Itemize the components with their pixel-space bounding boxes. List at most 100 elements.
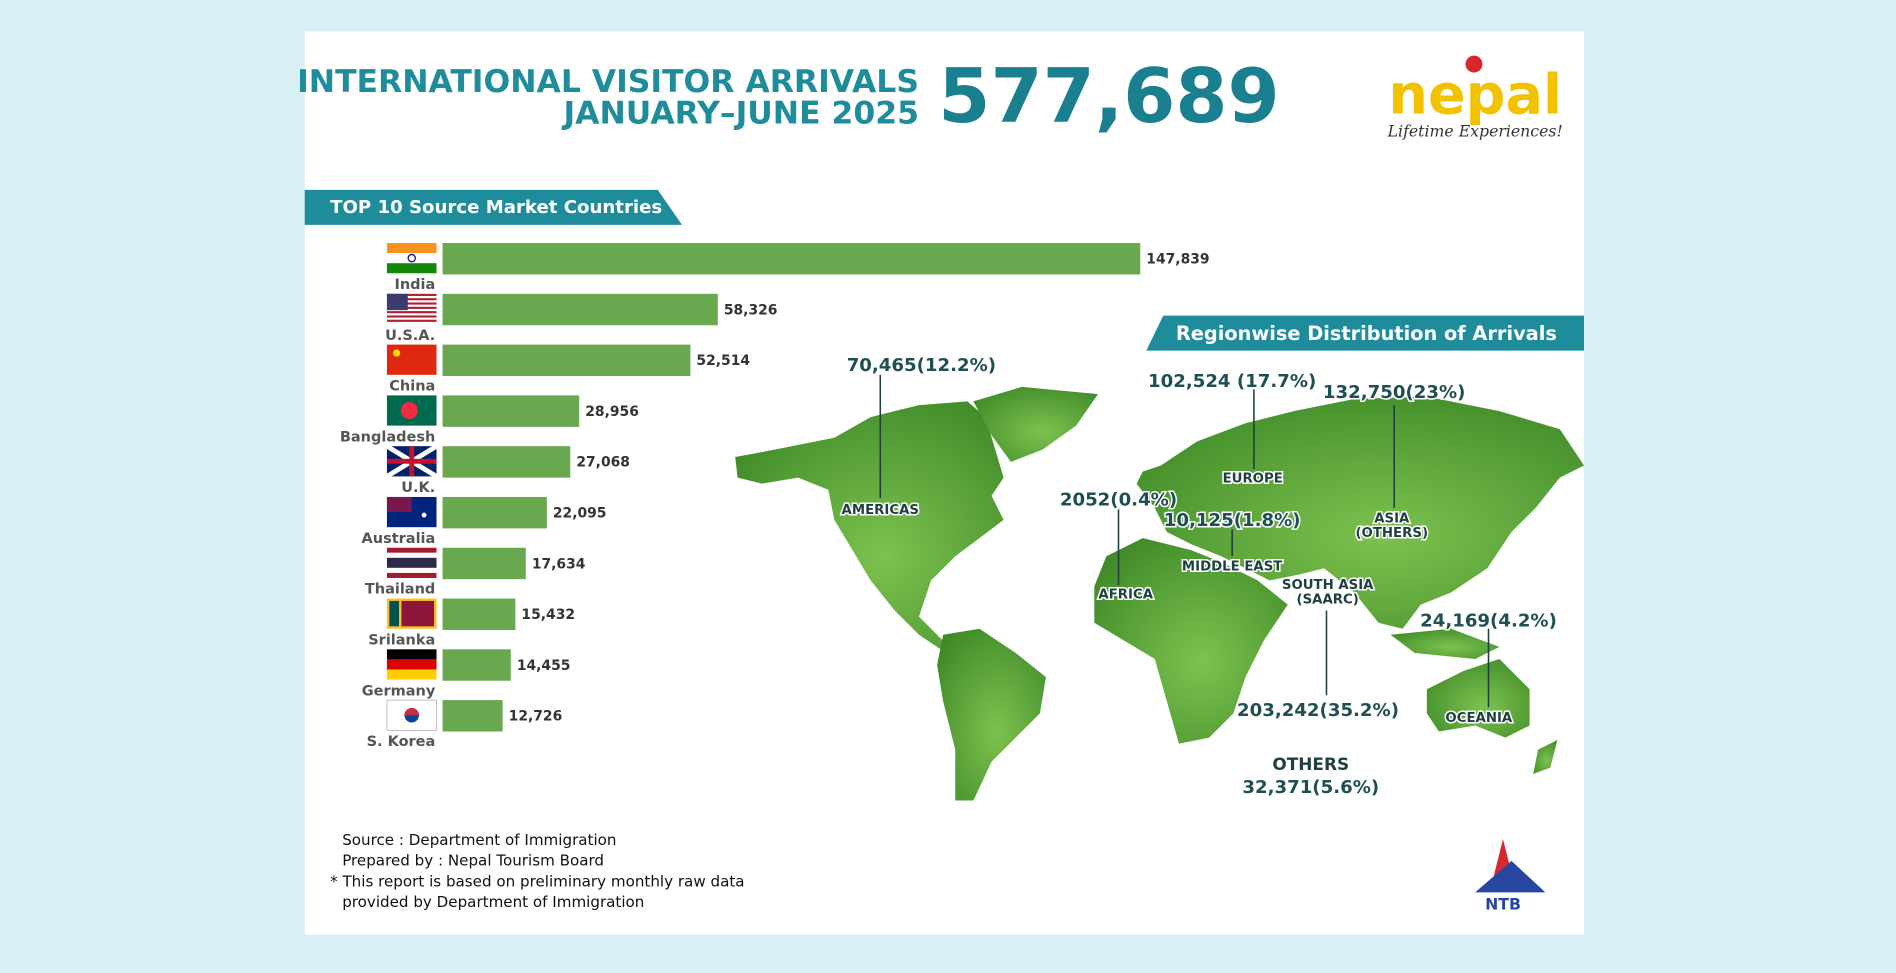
flag-part: [392, 349, 401, 357]
region-name: SOUTH ASIA: [1282, 578, 1374, 593]
ntb-logo: NTB: [1475, 839, 1546, 913]
region-value: 132,750(23%): [1323, 382, 1466, 403]
value-label: 147,839: [1146, 252, 1209, 268]
bar: [442, 700, 503, 732]
flag-part: [401, 600, 435, 627]
flag-part: [386, 253, 437, 264]
region-value: 102,524 (17.7%): [1148, 371, 1316, 392]
region-value: 70,465(12.2%): [847, 355, 996, 376]
logo-name: nepal: [1388, 63, 1562, 128]
value-label: 12,726: [509, 709, 563, 725]
region-name: AMERICAS: [842, 503, 919, 518]
title-line2: JANUARY–JUNE 2025: [561, 95, 918, 131]
ntb-text: NTB: [1485, 894, 1521, 913]
footer-line: * This report is based on preliminary mo…: [330, 872, 744, 890]
value-label: 14,455: [517, 658, 571, 674]
region-title: Regionwise Distribution of Arrivals: [1176, 322, 1557, 345]
new-zealand: [1533, 739, 1558, 774]
bar: [442, 496, 547, 529]
bar: [442, 598, 516, 630]
value-label: 27,068: [576, 455, 630, 471]
footer-line: provided by Department of Immigration: [342, 893, 644, 911]
region-name: EUROPE: [1223, 471, 1283, 486]
country-label: Srilanka: [368, 632, 435, 648]
region-value: 10,125(1.8%): [1164, 510, 1301, 531]
flag-part: [386, 669, 437, 680]
flag-part: [404, 707, 419, 716]
australia: [1426, 658, 1530, 738]
flag-part: [386, 567, 437, 573]
flag-part: [386, 263, 437, 274]
region-value: 24,169(4.2%): [1420, 610, 1557, 631]
value-label: 52,514: [696, 353, 750, 369]
flag-part: [386, 344, 437, 375]
north-america: [735, 401, 1004, 659]
footer-line: Source : Department of Immigration: [342, 831, 616, 849]
region-name: MIDDLE EAST: [1182, 560, 1282, 575]
country-label: Bangladesh: [340, 429, 435, 445]
region-value: 2052(0.4%): [1060, 489, 1177, 510]
flag-part: [386, 649, 437, 660]
region-name: (OTHERS): [1355, 526, 1428, 541]
country-label: S. Korea: [367, 734, 436, 750]
region-banner: [1146, 315, 1585, 351]
country-label: China: [389, 379, 435, 395]
region-value: 32,371(5.6%): [1242, 777, 1379, 798]
flag-part: [386, 311, 437, 314]
flag-part: [400, 402, 418, 419]
country-label: U.S.A.: [385, 328, 435, 344]
flag-part: [386, 446, 437, 477]
country-label: Australia: [362, 531, 436, 547]
country-label: U.K.: [401, 480, 435, 496]
bar: [442, 649, 511, 681]
south-america: [937, 628, 1046, 801]
flag-part: [386, 302, 437, 305]
value-label: 58,326: [724, 302, 778, 318]
flag-part: [386, 315, 437, 318]
country-label: India: [394, 277, 435, 293]
flag-part: [386, 243, 437, 254]
value-label: 17,634: [532, 556, 586, 572]
country-label: Thailand: [365, 582, 435, 598]
ntb-mountain: [1475, 860, 1546, 893]
bar: [442, 547, 526, 580]
flag-part: [386, 572, 437, 578]
indonesia: [1390, 628, 1500, 659]
flag-part: [407, 253, 416, 263]
region-name: ASIA: [1374, 511, 1410, 526]
total-arrivals: 577,689: [938, 52, 1279, 140]
eurasia: [1136, 396, 1585, 629]
africa: [1094, 538, 1288, 744]
title-line1: INTERNATIONAL VISITOR ARRIVALS: [297, 64, 919, 100]
flag-part: [386, 293, 437, 296]
value-label: 28,956: [585, 404, 639, 420]
greenland: [973, 386, 1098, 462]
chart-title: TOP 10 Source Market Countries: [330, 197, 662, 218]
region-name: OTHERS: [1272, 754, 1349, 774]
flag-part: [421, 512, 427, 518]
bar: [442, 293, 718, 326]
world-map: [735, 386, 1585, 801]
flag-part: [386, 306, 437, 309]
footer-line: Prepared by : Nepal Tourism Board: [342, 852, 604, 870]
bar: [442, 446, 571, 478]
region-name: (SAARC): [1297, 592, 1359, 607]
flag-part: [386, 659, 437, 670]
chart-banner: [304, 189, 682, 225]
region-name: AFRICA: [1098, 588, 1153, 603]
value-label: 15,432: [521, 607, 575, 623]
region-name: OCEANIA: [1445, 711, 1513, 726]
logo-tagline: Lifetime Experiences!: [1387, 122, 1563, 141]
flag-part: [386, 319, 437, 322]
bar: [442, 243, 1141, 275]
bar: [442, 395, 580, 427]
flag-part: [386, 547, 437, 553]
region-value: 203,242(35.2%): [1237, 700, 1399, 721]
logo-dot: [1465, 55, 1483, 73]
value-label: 22,095: [553, 506, 607, 522]
flag-part: [386, 293, 408, 311]
bar: [442, 344, 691, 377]
flag-part: [389, 600, 400, 627]
flag-part: [386, 496, 412, 513]
